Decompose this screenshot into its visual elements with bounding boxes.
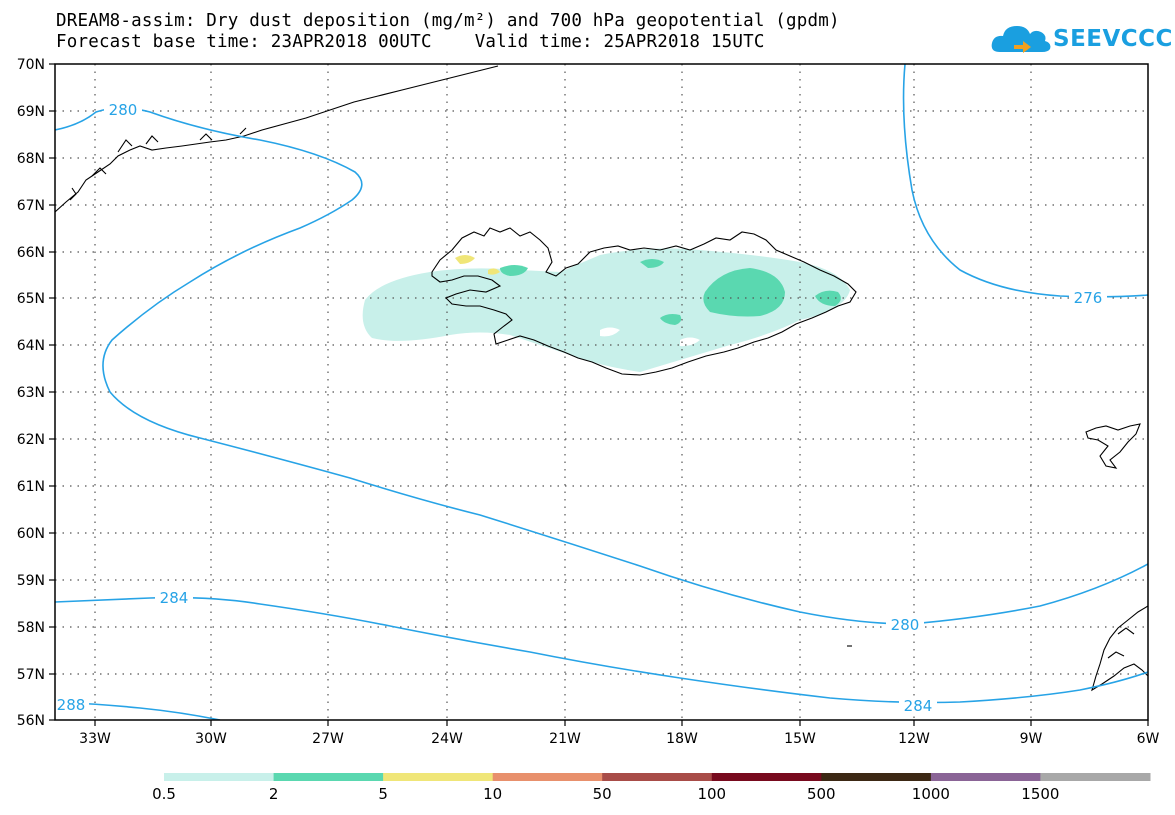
lon-label: 18W [666, 731, 698, 747]
greenland-fjords [69, 127, 247, 201]
lat-label: 62N [17, 432, 45, 448]
axis-ticks [49, 63, 1149, 726]
map-subtitle: Forecast base time: 23APR2018 00UTC Vali… [56, 32, 765, 52]
contour-label: 280 [109, 101, 138, 119]
lat-label: 69N [17, 104, 45, 120]
colorbar-label: 500 [807, 785, 836, 803]
lat-label: 56N [17, 713, 45, 729]
colorbar-swatch [1040, 773, 1151, 781]
lon-label: 6W [1137, 731, 1160, 747]
map-frame [54, 63, 1149, 721]
lat-label: 58N [17, 620, 45, 636]
colorbar-swatch [821, 773, 932, 781]
colorbar-label: 10 [483, 785, 502, 803]
contour-label: 284 [904, 697, 933, 715]
colorbar-swatch [602, 773, 713, 781]
contour-280-north [55, 107, 1148, 625]
lat-label: 70N [17, 57, 45, 73]
colorbar-swatch [930, 773, 1041, 781]
map-plot-area: 280 276 284 280 288 284 [55, 64, 1148, 720]
lat-label: 65N [17, 291, 45, 307]
contour-label: 284 [160, 589, 189, 607]
colorbar-swatch [273, 773, 384, 781]
scotland-coast [1091, 605, 1148, 692]
contour-284 [55, 596, 1148, 704]
geopotential-contours [55, 64, 1148, 720]
contour-labels: 280 276 284 280 288 284 [55, 101, 1107, 715]
lat-label: 63N [17, 385, 45, 401]
lat-label: 60N [17, 526, 45, 542]
faroe-islands [1085, 423, 1141, 469]
colorbar-label: 50 [593, 785, 612, 803]
greenland-coastline [55, 65, 499, 213]
colorbar-swatch [492, 773, 603, 781]
logo-text: SEEVCCC [1053, 26, 1173, 52]
lat-label: 66N [17, 245, 45, 261]
lat-label: 57N [17, 667, 45, 683]
lon-label: 24W [431, 731, 463, 747]
lon-label: 15W [784, 731, 816, 747]
contour-label: 288 [57, 696, 86, 714]
colorbar-label: 0.5 [152, 785, 176, 803]
colorbar-label: 1500 [1021, 785, 1059, 803]
lat-label: 61N [17, 479, 45, 495]
lat-label: 68N [17, 151, 45, 167]
latitude-labels: 70N 69N 68N 67N 66N 65N 64N 63N 62N 61N … [17, 57, 45, 729]
lon-label: 21W [549, 731, 581, 747]
lon-label: 9W [1020, 731, 1043, 747]
longitude-labels: 33W 30W 27W 24W 21W 18W 15W 12W 9W 6W [79, 731, 1159, 747]
lon-label: 12W [898, 731, 930, 747]
lat-label: 59N [17, 573, 45, 589]
dust-deposition-shading [362, 248, 850, 372]
contour-label: 276 [1074, 289, 1103, 307]
colorbar-label: 2 [269, 785, 279, 803]
coastlines [55, 65, 1148, 692]
colorbar-swatch [383, 773, 494, 781]
colorbar: 0.5 2 5 10 50 100 500 1000 1500 [152, 773, 1151, 803]
colorbar-label: 1000 [912, 785, 950, 803]
lat-label: 67N [17, 198, 45, 214]
lon-label: 33W [79, 731, 111, 747]
lat-label: 64N [17, 338, 45, 354]
map-title: DREAM8-assim: Dry dust deposition (mg/m²… [56, 11, 840, 31]
colorbar-swatch [711, 773, 822, 781]
colorbar-swatch [164, 773, 275, 781]
iceland-coastline [431, 227, 857, 376]
contour-276 [902, 64, 1148, 298]
colorbar-label: 5 [378, 785, 388, 803]
lon-label: 30W [195, 731, 227, 747]
contour-label: 280 [891, 616, 920, 634]
seevccc-logo: SEEVCCC [990, 18, 1172, 60]
colorbar-label: 100 [697, 785, 726, 803]
cloud-arrow-icon [991, 26, 1051, 53]
lon-label: 27W [312, 731, 344, 747]
map-grid [55, 64, 1148, 720]
